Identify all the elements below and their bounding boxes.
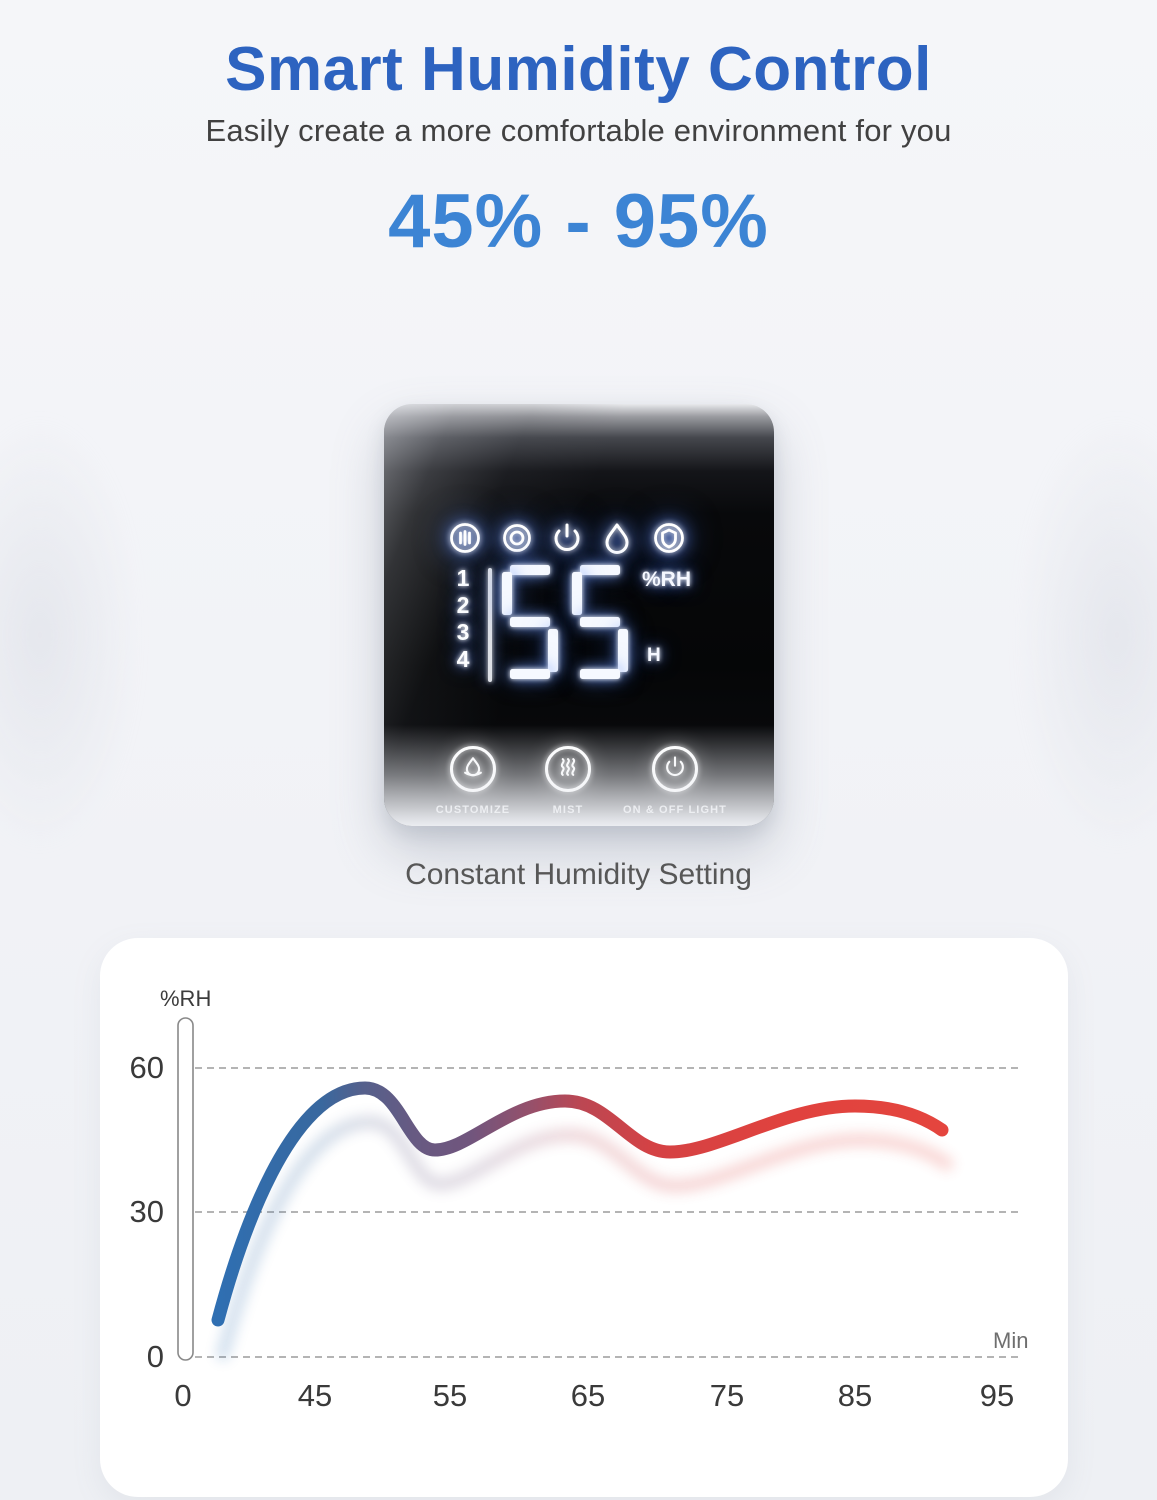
power-button <box>652 746 698 792</box>
shield-icon <box>648 517 690 559</box>
gridline-group <box>195 1067 1022 1358</box>
y-tick-60: 60 <box>129 1050 164 1085</box>
mist-button <box>545 746 591 792</box>
power-status-icon <box>548 519 586 557</box>
status-icon-row <box>444 517 690 559</box>
x-tick-55: 55 <box>432 1378 468 1413</box>
humidity-line-chart <box>177 1017 1022 1361</box>
humidity-unit-label: %RH <box>642 568 692 591</box>
mist-level-3: 3 <box>456 619 470 645</box>
humidity-line-shadow <box>216 1115 954 1361</box>
x-axis-label: Min <box>993 1328 1029 1353</box>
x-tick-85: 85 <box>837 1378 873 1413</box>
mist-level-4: 4 <box>456 646 470 672</box>
mist-level-numbers: 1 2 3 4 <box>454 565 472 673</box>
y-tick-0: 0 <box>146 1339 164 1374</box>
x-tick-75: 75 <box>709 1378 745 1413</box>
mist-level-1: 1 <box>456 565 470 591</box>
chart-caption: Constant Humidity Setting <box>405 858 752 891</box>
power-button-label: ON & OFF LIGHT <box>622 804 727 816</box>
x-tick-95: 95 <box>979 1378 1015 1413</box>
humidity-value-display <box>502 565 628 679</box>
background-soft-band-right <box>1017 415 1157 855</box>
mist-button-label: MIST <box>552 804 584 816</box>
background-soft-band-left <box>0 415 140 855</box>
x-tick-65: 65 <box>570 1378 606 1413</box>
timer-unit-label: H <box>647 645 661 666</box>
mist-level-2: 2 <box>456 592 470 618</box>
x-tick-0: 0 <box>174 1378 192 1413</box>
y-axis-bar <box>177 1017 194 1361</box>
customize-button <box>450 746 496 792</box>
customize-button-label: CUSTOMIZE <box>435 804 511 816</box>
page-title: Smart Humidity Control <box>225 35 932 104</box>
page-subtitle: Easily create a more comfortable environ… <box>205 113 952 148</box>
humidity-line <box>211 1081 949 1327</box>
y-tick-30: 30 <box>129 1194 164 1229</box>
x-tick-45: 45 <box>297 1378 333 1413</box>
y-axis-label: %RH <box>160 986 212 1011</box>
water-drop-icon <box>597 518 637 558</box>
humidity-chart-card: %RH 60 30 0 0 45 55 65 75 85 95 Min <box>100 938 1068 1497</box>
humidity-range-text: 45% - 95% <box>388 179 769 264</box>
auto-cycle-icon <box>497 518 537 558</box>
warm-mist-icon <box>554 753 582 786</box>
power-icon <box>661 753 689 786</box>
mist-level-icon <box>444 517 486 559</box>
display-divider-bar <box>488 568 492 682</box>
humidifier-display-panel: 1 2 3 4 %RH H <box>384 404 774 826</box>
humidify-drop-icon <box>459 753 487 786</box>
